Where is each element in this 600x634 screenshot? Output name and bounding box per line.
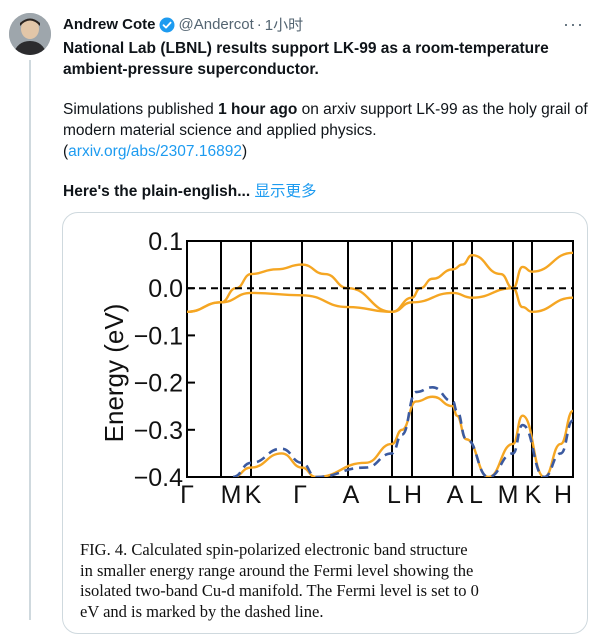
arxiv-link[interactable]: arxiv.org/abs/2307.16892 [68, 143, 242, 160]
x-tick-label: L [469, 481, 483, 509]
plot-frame [186, 240, 574, 478]
link-open-paren: ( [63, 143, 69, 160]
x-tick-label: K [525, 481, 542, 509]
tweet-continuation: Here's the plain-english... 显示更多 [63, 181, 316, 202]
show-more-link[interactable]: 显示更多 [254, 183, 317, 200]
meta-separator: · [256, 16, 262, 33]
x-tick-label: M [221, 481, 242, 509]
tweet-header: Andrew Cote @Andercot · 1小时 [63, 14, 303, 35]
x-tick-label: K [245, 481, 262, 509]
y-tick-label: −0.4 [134, 464, 183, 492]
x-tick-label: M [498, 481, 519, 509]
plot-border [186, 240, 574, 478]
caption-line: in smaller energy range around the Fermi… [80, 560, 474, 580]
y-tick-label: 0.1 [148, 228, 183, 256]
band-line-spin-down [232, 386, 573, 477]
y-tick-label: −0.2 [134, 370, 183, 398]
more-options-icon[interactable]: ··· [563, 14, 584, 34]
x-tick-label: A [447, 481, 464, 509]
body-text-start: Simulations published [63, 101, 219, 118]
band-line-spin-up [232, 395, 573, 477]
x-tick-label: Γ [180, 481, 194, 509]
avatar[interactable] [9, 13, 51, 55]
body-text-end: on arxiv support LK-99 as the holy grail… [63, 101, 588, 139]
tweet-body: Simulations published 1 hour ago on arxi… [63, 99, 593, 162]
author-name[interactable]: Andrew Cote [63, 16, 156, 33]
high-symmetry-lines [220, 241, 533, 477]
caption-line: isolated two-band Cu-d manifold. The Fer… [80, 581, 479, 600]
plain-english-text: Here's the plain-english... [63, 183, 251, 200]
x-tick-label: A [343, 481, 360, 509]
band-line-spin-up [187, 251, 573, 314]
x-tick-label: H [404, 481, 422, 509]
tweet-headline: National Lab (LBNL) results support LK-9… [63, 40, 549, 78]
author-handle[interactable]: @Andercot [178, 16, 254, 33]
body-emphasis: 1 hour ago [218, 101, 298, 118]
verified-badge-icon[interactable] [159, 17, 175, 33]
figure-caption: FIG. 4. Calculated spin-polarized electr… [80, 540, 587, 622]
band-series [187, 251, 573, 477]
x-tick-label: Γ [293, 481, 307, 509]
y-tick-label: −0.3 [134, 417, 183, 445]
caption-line: FIG. 4. Calculated spin-polarized electr… [80, 540, 468, 559]
y-tick-label: 0.0 [148, 275, 183, 303]
y-axis-label: Energy (eV) [99, 304, 129, 443]
x-tick-label: H [554, 481, 572, 509]
y-tick-label: −0.1 [134, 322, 183, 350]
band-line-spin-up [187, 286, 573, 314]
thread-line [29, 60, 31, 620]
avatar-image [9, 13, 51, 55]
tweet-timestamp[interactable]: 1小时 [264, 17, 304, 34]
caption-line: eV and is marked by the dashed line. [80, 601, 324, 621]
x-tick-label: L [387, 481, 401, 509]
y-tick-labels: 0.1 0.0 −0.1 −0.2 −0.3 −0.4 [134, 228, 195, 492]
link-close-paren: ) [241, 143, 248, 160]
